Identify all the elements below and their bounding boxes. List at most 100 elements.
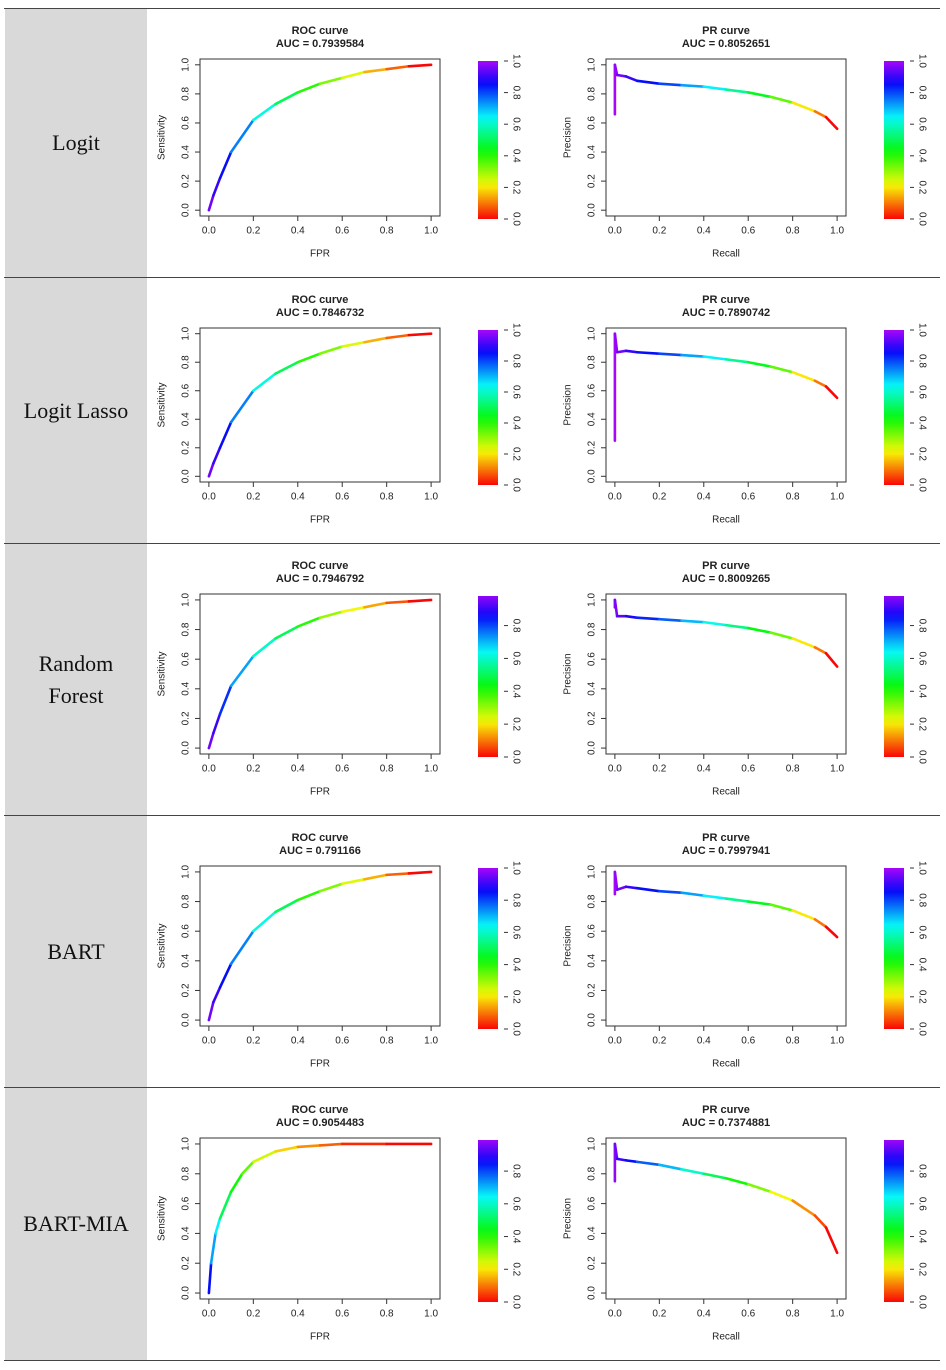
curve-segment (613, 598, 619, 618)
curve-segment (658, 617, 683, 622)
y-tick-label: 1.0 (587, 326, 598, 340)
curve-segment (680, 891, 706, 897)
curve-segment (615, 349, 628, 354)
curve-segment (318, 76, 344, 86)
y-tick-label: 0.2 (587, 174, 598, 188)
y-tick-label: 1.0 (587, 1137, 598, 1151)
colorbar-tick-label: 0.4 (916, 1230, 927, 1244)
curve-segment (613, 1142, 619, 1161)
curve-segment (240, 1160, 255, 1176)
plot-frame (199, 1137, 441, 1300)
curve-segment (624, 75, 639, 83)
y-tick-label: 0.2 (181, 983, 192, 997)
colorbar-tick-label: 0.6 (510, 925, 521, 939)
chart-title: ROC curve (292, 294, 349, 306)
curve-segment (318, 1142, 344, 1147)
curve-segment (212, 446, 222, 465)
y-tick-label: 0.6 (181, 116, 192, 130)
table-row: Logit Lasso ROC curve AUC = 0.7846732 0.0 0.… (4, 277, 940, 543)
curve-segment (207, 462, 215, 478)
x-tick-label: 1.0 (424, 226, 438, 237)
plot-frame (605, 327, 847, 483)
curve-segment (724, 358, 750, 364)
colorbar-tick-label: 1.0 (916, 54, 927, 68)
x-tick-label: 0.6 (335, 764, 349, 775)
y-tick-label: 0.6 (587, 924, 598, 938)
colorbar-tick-label: 1.0 (510, 323, 521, 337)
curve-segment (385, 872, 411, 877)
x-tick-label: 0.4 (291, 1309, 305, 1320)
curve-segment (635, 886, 661, 893)
y-tick-label: 0.8 (587, 355, 598, 369)
curve-segment (724, 1176, 750, 1186)
chart-subtitle: AUC = 0.8009265 (682, 573, 770, 585)
x-tick-label: 1.0 (830, 1309, 844, 1320)
y-tick-label: 0.6 (587, 383, 598, 397)
curve-segment (635, 350, 661, 355)
chart-title: PR curve (702, 25, 750, 37)
y-tick-label: 0.8 (587, 87, 598, 101)
curve-segment (813, 379, 828, 388)
curve-segment (746, 1182, 772, 1193)
colorbar (884, 1140, 904, 1302)
y-tick-label: 0.6 (181, 924, 192, 938)
x-tick-label: 0.2 (246, 226, 260, 237)
colorbar-tick-label: 0.4 (510, 1230, 521, 1244)
colorbar-tick-label: 0.2 (510, 180, 521, 194)
curve-segment (680, 83, 706, 88)
x-tick-label: 0.6 (741, 226, 755, 237)
x-tick-label: 0.8 (786, 1036, 800, 1047)
chart-subtitle: AUC = 0.791166 (279, 845, 361, 857)
y-tick-label: 0.4 (587, 953, 598, 967)
curve-segment (615, 885, 628, 892)
x-tick-label: 0.8 (786, 764, 800, 775)
x-tick-label: 0.0 (608, 764, 622, 775)
y-tick-label: 1.0 (181, 865, 192, 879)
colorbar-tick-label: 0.4 (510, 149, 521, 163)
chart-subtitle: AUC = 0.7374881 (682, 1117, 770, 1129)
colorbar-tick-label: 0.0 (916, 1295, 927, 1309)
curve-segment (702, 1172, 728, 1180)
curve-segment (340, 340, 366, 348)
curve-segment (702, 85, 728, 91)
curve-segment (209, 1232, 217, 1265)
x-tick-label: 0.6 (335, 492, 349, 503)
curve-segment (769, 631, 794, 640)
curve-segment (212, 176, 222, 197)
colorbar-tick-label: 0.8 (916, 86, 927, 100)
x-tick-label: 1.0 (424, 764, 438, 775)
curve-segment (407, 598, 433, 603)
y-tick-label: 0.4 (181, 1226, 192, 1240)
colorbar-tick-label: 0.8 (510, 86, 521, 100)
colorbar-tick-label: 0.4 (510, 958, 521, 972)
y-tick-label: 0.6 (181, 383, 192, 397)
curve-segment (229, 118, 255, 154)
x-tick-label: 0.6 (741, 1309, 755, 1320)
colorbar-tick-label: 0.4 (916, 958, 927, 972)
plot-frame (199, 58, 441, 217)
curve-segment (613, 63, 619, 77)
curve-segment (624, 349, 639, 354)
x-tick-label: 0.4 (697, 1036, 711, 1047)
y-tick-label: 0.8 (181, 87, 192, 101)
y-tick-label: 0.0 (181, 1286, 192, 1300)
chart-title: ROC curve (292, 832, 349, 844)
curve-segment (218, 684, 233, 716)
y-tick-label: 0.2 (181, 440, 192, 454)
colorbar-tick-label: 0.6 (916, 385, 927, 399)
curve-segment (613, 870, 619, 892)
y-axis-label: Precision (563, 384, 574, 425)
row-label: BART (5, 816, 147, 1087)
curve-segment (274, 1145, 300, 1153)
curve-segment (813, 918, 828, 929)
y-tick-label: 1.0 (181, 593, 192, 607)
x-tick-label: 0.6 (335, 1036, 349, 1047)
curve-segment (229, 929, 255, 966)
curve-segment (624, 614, 639, 620)
curve-segment (363, 67, 388, 74)
chart-subtitle: AUC = 0.8052651 (682, 38, 770, 50)
x-tick-label: 0.4 (697, 1309, 711, 1320)
colorbar-tick-label: 1.0 (916, 861, 927, 875)
